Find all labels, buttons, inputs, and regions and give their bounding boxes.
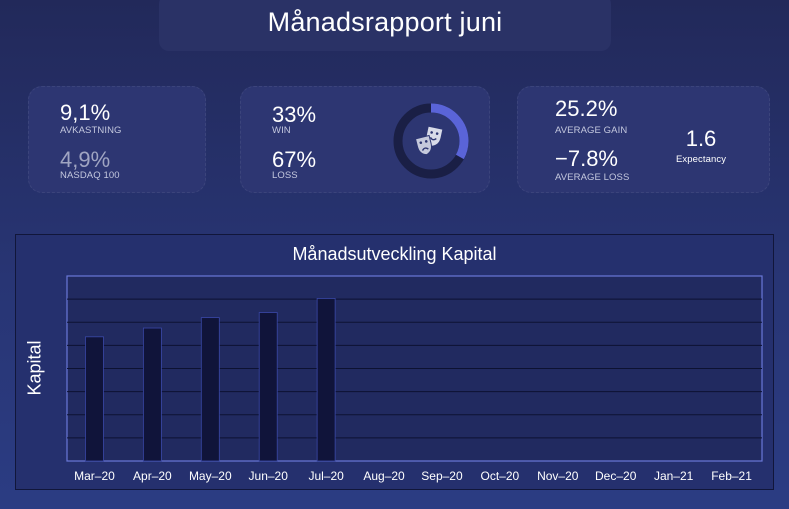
theater-masks-icon — [414, 126, 443, 156]
return-card: 9,1% AVKASTNING 4,9% NASDAQ 100 — [28, 86, 206, 193]
benchmark-label: NASDAQ 100 — [60, 170, 120, 181]
win-label: WIN — [272, 125, 291, 136]
benchmark-value: 4,9% — [60, 147, 111, 172]
x-tick-label: Feb‒21 — [711, 469, 752, 483]
avg-loss-label: AVERAGE LOSS — [555, 172, 630, 183]
x-tick-label: Aug‒20 — [363, 469, 405, 483]
return-label: AVKASTNING — [60, 125, 122, 136]
expectancy-value: 1.6 — [685, 126, 717, 151]
x-tick-label: Sep‒20 — [421, 469, 463, 483]
bar-mar-20 — [85, 336, 104, 462]
x-tick-label: May‒20 — [189, 469, 232, 483]
x-tick-label: Oct‒20 — [481, 469, 520, 483]
report-title: Månadsrapport juni — [267, 7, 503, 37]
win-loss-card: 33% WIN 67% LOSS — [240, 86, 490, 193]
bar-jul-20 — [316, 298, 336, 462]
x-tick-label: Nov‒20 — [537, 469, 579, 483]
chart-title: Månadsutveckling Kapital — [292, 244, 497, 264]
x-tick-label: Apr‒20 — [133, 469, 172, 483]
avg-gain-label: AVERAGE GAIN — [555, 125, 628, 136]
x-tick-label: Dec‒20 — [595, 469, 637, 483]
bar-jun-20 — [258, 312, 278, 462]
win-loss-donut — [393, 103, 469, 179]
gain-loss-card: 25.2% AVERAGE GAIN −7.8% AVERAGE LOSS 1.… — [517, 86, 770, 193]
x-tick-label: Mar‒20 — [74, 469, 115, 483]
donut-win-arc — [393, 103, 469, 179]
bar-apr-20 — [142, 327, 162, 462]
x-tick-label: Jul‒20 — [308, 469, 344, 483]
return-value: 9,1% — [60, 100, 111, 125]
win-value: 33% — [272, 102, 317, 127]
x-tick-label: Jan‒21 — [654, 469, 694, 483]
bar-may-20 — [200, 317, 220, 462]
loss-label: LOSS — [272, 170, 298, 181]
x-tick-label: Jun‒20 — [249, 469, 289, 483]
expectancy-label: Expectancy — [675, 154, 727, 165]
avg-loss-value: −7.8% — [555, 146, 618, 171]
avg-gain-value: 25.2% — [555, 96, 618, 121]
loss-value: 67% — [272, 147, 317, 172]
report-title-box: Månadsrapport juni — [159, 0, 611, 51]
